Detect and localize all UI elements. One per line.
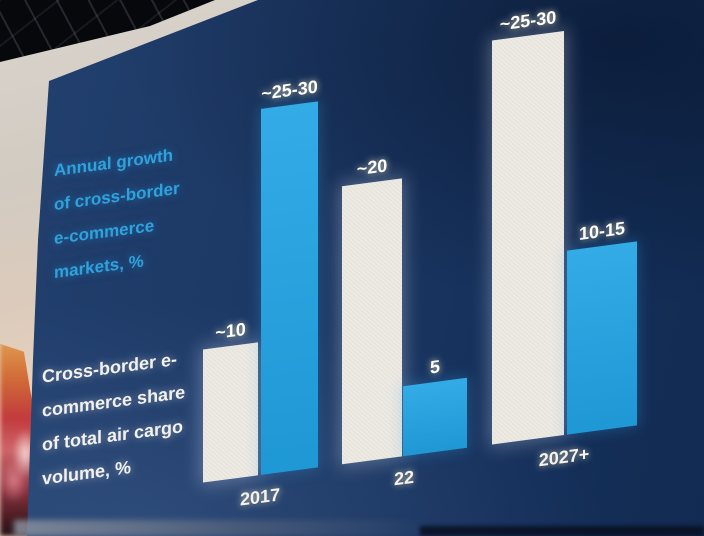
bar-value-label: 5 <box>429 356 440 378</box>
bar-column: ~25-30 <box>261 76 318 475</box>
bar-column: 10-15 <box>567 216 637 435</box>
bar-growth-2017 <box>261 101 318 475</box>
stage-edge-shadow <box>420 526 704 536</box>
bar-share-22 <box>342 178 402 465</box>
bar-value-label: ~20 <box>356 155 388 180</box>
audience-blur <box>14 520 434 536</box>
legend-cargo-share: Cross-border e- commerce share of total … <box>42 341 185 496</box>
bar-value-label: ~10 <box>215 318 246 343</box>
legend-annual-growth: Annual growth of cross-border e-commerce… <box>54 138 180 291</box>
bar-group-2027+: ~25-30 10-15 <box>492 0 637 445</box>
bar-column: 5 <box>403 353 467 457</box>
slide-content: Annual growth of cross-border e-commerce… <box>40 0 660 536</box>
bar-value-label: ~25-30 <box>499 7 557 35</box>
bar-group-2017: ~10 ~25-30 <box>203 76 318 483</box>
bar-share-2017 <box>203 342 258 483</box>
bar-share-2027+ <box>492 31 564 445</box>
bar-column: ~10 <box>203 317 258 483</box>
bar-value-label: ~25-30 <box>261 76 318 104</box>
bar-column: ~25-30 <box>492 6 564 445</box>
axis-label-22: 22 <box>393 466 415 490</box>
axis-label-2027+: 2027+ <box>538 443 590 471</box>
bar-growth-22 <box>403 377 467 457</box>
bar-growth-2027+ <box>567 241 637 435</box>
bar-column: ~20 <box>342 153 402 465</box>
bar-value-label: 10-15 <box>578 217 626 245</box>
axis-label-2017: 2017 <box>239 484 281 510</box>
bar-group-22: ~20 5 <box>342 145 467 465</box>
